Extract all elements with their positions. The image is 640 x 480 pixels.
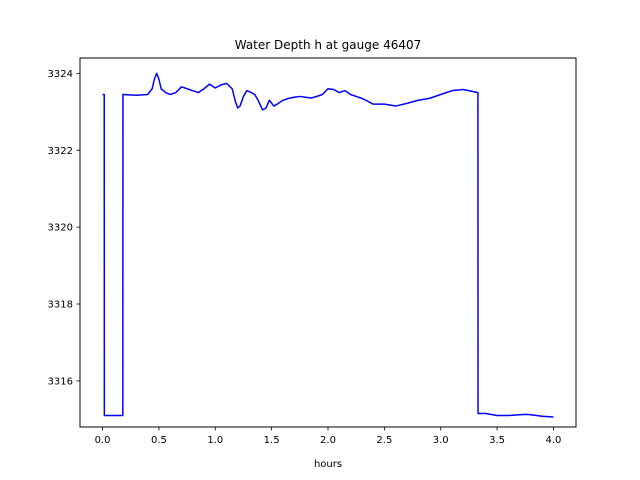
y-tick-label: 3318 (48, 300, 73, 311)
x-tick-label: 4.0 (546, 435, 562, 446)
x-axis: 0.0 0.5 1.0 1.5 2.0 2.5 3.0 3.5 4.0 (95, 427, 562, 446)
x-tick-label: 3.0 (433, 435, 449, 446)
y-tick-label: 3316 (48, 376, 73, 387)
series-line (102, 72, 554, 418)
x-tick-label: 2.0 (320, 435, 336, 446)
x-tick-label: 0.5 (151, 435, 167, 446)
x-tick-label: 1.0 (207, 435, 223, 446)
x-tick-label: 2.5 (376, 435, 392, 446)
x-axis-label: hours (314, 459, 342, 470)
x-tick-label: 0.0 (95, 435, 111, 446)
x-tick-label: 3.5 (489, 435, 505, 446)
chart-title: Water Depth h at gauge 46407 (235, 38, 422, 52)
x-tick-label: 1.5 (264, 435, 280, 446)
y-axis: 3316 3318 3320 3322 3324 (48, 69, 80, 387)
y-tick-label: 3320 (48, 223, 73, 234)
y-tick-label: 3324 (48, 69, 73, 80)
y-tick-label: 3322 (48, 146, 73, 157)
